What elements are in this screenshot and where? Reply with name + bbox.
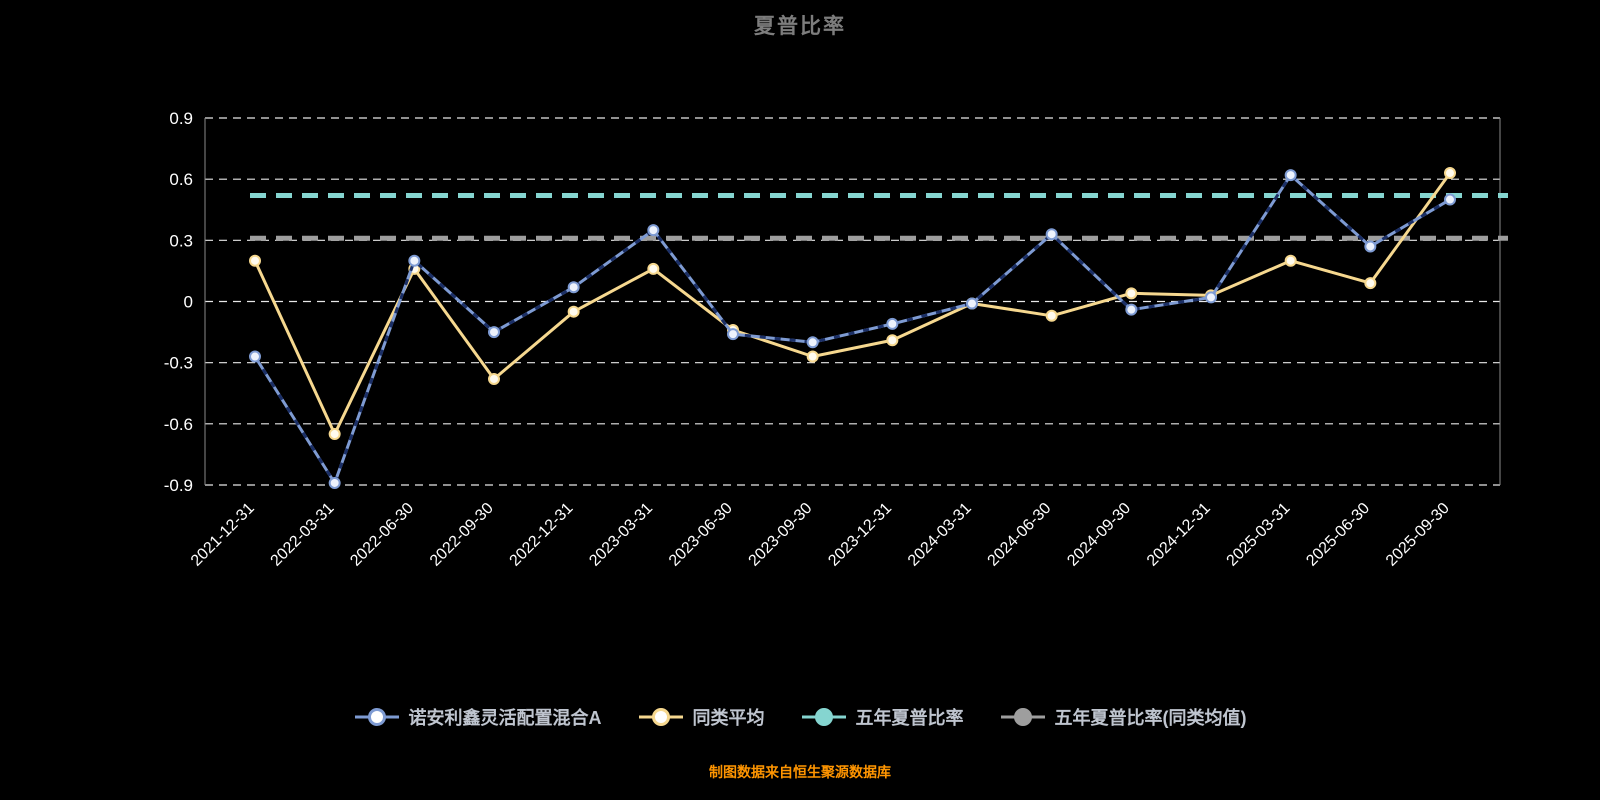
legend-marker-icon: [354, 708, 399, 726]
legend-item-1[interactable]: 诺安利鑫灵活配置混合A: [354, 704, 602, 730]
legend-marker-icon: [801, 708, 846, 726]
svg-text:2024-12-31: 2024-12-31: [1144, 500, 1214, 570]
svg-text:2022-09-30: 2022-09-30: [427, 500, 497, 570]
svg-text:2022-03-31: 2022-03-31: [268, 500, 338, 570]
legend-label: 同类平均: [692, 708, 765, 728]
legend-marker-icon: [638, 708, 683, 726]
svg-text:2024-03-31: 2024-03-31: [905, 500, 975, 570]
legend-label: 五年夏普比率: [855, 708, 964, 728]
svg-text:2023-03-31: 2023-03-31: [586, 500, 656, 570]
legend-label: 诺安利鑫灵活配置混合A: [408, 708, 602, 728]
svg-text:2023-06-30: 2023-06-30: [666, 500, 736, 570]
svg-text:0.9: 0.9: [169, 109, 193, 128]
svg-text:2021-12-31: 2021-12-31: [188, 500, 258, 570]
svg-text:2025-06-30: 2025-06-30: [1303, 500, 1373, 570]
chart-title: 夏普比率: [754, 15, 846, 38]
svg-text:-0.6: -0.6: [164, 415, 193, 434]
svg-text:2023-12-31: 2023-12-31: [825, 500, 895, 570]
svg-text:2024-09-30: 2024-09-30: [1064, 500, 1134, 570]
data-source-note: 制图数据来自恒生聚源数据库: [709, 764, 891, 780]
legend: 诺安利鑫灵活配置混合A 同类平均 五年夏普比率 五年夏普比率(同类均值): [0, 704, 1600, 730]
legend-label: 五年夏普比率(同类均值): [1054, 708, 1247, 728]
svg-text:0.3: 0.3: [169, 231, 193, 250]
svg-text:0.6: 0.6: [169, 170, 193, 189]
svg-text:-0.3: -0.3: [164, 354, 193, 373]
legend-item-3[interactable]: 五年夏普比率: [801, 704, 964, 730]
svg-text:2022-12-31: 2022-12-31: [507, 500, 577, 570]
legend-item-4[interactable]: 五年夏普比率(同类均值): [1000, 704, 1247, 730]
legend-marker-icon: [1000, 708, 1045, 726]
legend-item-2[interactable]: 同类平均: [638, 704, 765, 730]
svg-text:2025-09-30: 2025-09-30: [1383, 500, 1453, 570]
svg-text:2023-09-30: 2023-09-30: [746, 500, 816, 570]
sharpe-ratio-chart: 0.9 0.6 0.3 0 -0.3 -0.6 -0.9 2021-12-31 2022-03-…: [164, 109, 1508, 570]
svg-text:2024-06-30: 2024-06-30: [985, 500, 1055, 570]
svg-text:2025-03-31: 2025-03-31: [1224, 500, 1294, 570]
svg-text:0: 0: [184, 293, 193, 312]
svg-text:-0.9: -0.9: [164, 476, 193, 495]
svg-text:2022-06-30: 2022-06-30: [347, 500, 417, 570]
